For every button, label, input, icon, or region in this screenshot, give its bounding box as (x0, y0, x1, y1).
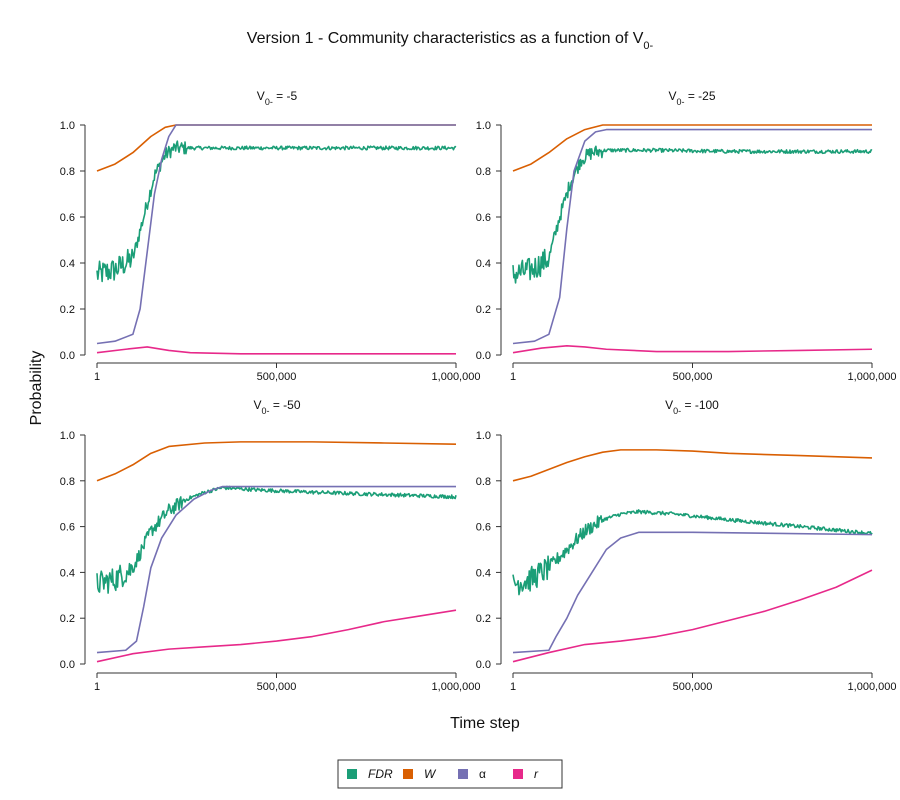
series-line-r (512, 569, 873, 663)
y-tick-label: 0.2 (60, 304, 75, 316)
chart-title-subscript: 0- (643, 40, 653, 52)
series-line-r (512, 344, 873, 354)
y-tick-label: 0.8 (60, 166, 75, 178)
legend-label-FDR: FDR (368, 767, 393, 781)
legend-swatch-r (513, 769, 523, 779)
y-tick-label: 0.8 (476, 476, 491, 488)
legend-swatch-FDR (347, 769, 357, 779)
x-tick-label: 500,000 (673, 371, 713, 383)
y-tick-label: 0.4 (476, 258, 491, 270)
panel-subtitle-main: V (253, 398, 261, 412)
y-tick-label: 0.6 (60, 522, 75, 534)
series-line-α (512, 531, 873, 654)
chart-title: Version 1 - Community characteristics as… (247, 30, 654, 52)
panel-subtitle: V0- = -5 (257, 89, 298, 107)
x-tick-label: 1 (94, 681, 100, 693)
x-tick-label: 500,000 (257, 371, 297, 383)
panel-subtitle-subscript: 0- (673, 406, 681, 416)
panel-subtitle-main: V (668, 89, 676, 103)
y-tick-label: 1.0 (60, 430, 75, 442)
legend-box (337, 759, 563, 789)
y-tick-label: 0.4 (476, 567, 491, 579)
y-tick-label: 0.2 (476, 613, 491, 625)
x-tick-label: 500,000 (673, 681, 713, 693)
panel-4: V0- = -100 0.0 0.2 0.4 0.6 0.8 1.0 1 500,000 1,00… (476, 398, 897, 693)
legend-label-W: W (424, 767, 437, 781)
y-tick-label: 0.6 (60, 212, 75, 224)
y-tick-label: 0.6 (476, 522, 491, 534)
panel-subtitle-value: = -25 (685, 89, 716, 103)
x-tick-label: 1 (510, 371, 516, 383)
legend-label-r: r (534, 767, 539, 781)
y-tick-label: 0.2 (60, 613, 75, 625)
x-tick-label: 500,000 (257, 681, 297, 693)
series-line-FDR (96, 485, 457, 594)
legend-label-α: α (479, 767, 486, 781)
panel-subtitle-subscript: 0- (265, 97, 273, 107)
y-tick-label: 0.8 (476, 166, 491, 178)
panel-subtitle: V0- = -25 (668, 89, 715, 107)
panel-subtitle-subscript: 0- (261, 406, 269, 416)
panel-subtitle: V0- = -100 (665, 398, 719, 416)
legend-swatch-W (403, 769, 413, 779)
y-tick-label: 0.0 (60, 659, 75, 671)
y-tick-label: 0.2 (476, 304, 491, 316)
panel-subtitle-subscript: 0- (676, 97, 684, 107)
series-line-α (512, 128, 872, 345)
y-tick-label: 0.6 (476, 212, 491, 224)
x-axis-title: Time step (450, 715, 520, 732)
x-tick-label: 1,000,000 (848, 681, 897, 693)
y-tick-label: 0.4 (60, 567, 75, 579)
series-line-FDR (512, 509, 873, 596)
series-line-r (96, 346, 456, 355)
panel-subtitle-value: = -5 (273, 89, 298, 103)
x-tick-label: 1,000,000 (432, 371, 481, 383)
legend-swatch-α (458, 769, 468, 779)
panel-subtitle-main: V (665, 398, 673, 412)
y-tick-label: 1.0 (60, 120, 75, 132)
x-tick-label: 1 (510, 681, 516, 693)
y-axis-title: Probability (28, 351, 45, 426)
x-tick-label: 1 (94, 371, 100, 383)
y-tick-label: 1.0 (476, 430, 491, 442)
y-tick-label: 0.0 (476, 350, 491, 362)
series-line-r (96, 609, 457, 663)
panel-2: V0- = -25 0.0 0.2 0.4 0.6 0.8 1.0 1 500,000 1,000… (476, 89, 897, 383)
panel-subtitle-main: V (257, 89, 265, 103)
panel-subtitle-value: = -100 (681, 398, 719, 412)
x-tick-label: 1,000,000 (848, 371, 897, 383)
series-line-α (96, 124, 456, 345)
panel-subtitle-value: = -50 (270, 398, 301, 412)
series-line-FDR (512, 145, 873, 284)
series-line-W (512, 124, 872, 172)
x-tick-label: 1,000,000 (432, 681, 481, 693)
series-line-W (96, 441, 457, 482)
y-tick-label: 0.8 (60, 476, 75, 488)
y-tick-label: 1.0 (476, 120, 491, 132)
series-line-FDR (96, 140, 457, 283)
y-tick-label: 0.0 (60, 350, 75, 362)
series-line-α (96, 485, 456, 654)
panel-3: V0- = -50 0.0 0.2 0.4 0.6 0.8 1.0 1 500,000 1,000… (60, 398, 481, 693)
chart-title-main: Version 1 - Community characteristics as… (247, 30, 644, 47)
panels: V0- = -50.00.20.40.60.81.01 500,000 1,000,… (60, 89, 897, 693)
y-tick-label: 0.4 (60, 258, 75, 270)
panel-1: V0- = -5 0.0 0.2 0.4 0.6 0.8 1.0 1 500,000 1,000,… (60, 89, 481, 383)
series-line-W (512, 449, 873, 482)
y-tick-label: 0.0 (476, 659, 491, 671)
panel-subtitle: V0- = -50 (253, 398, 300, 416)
